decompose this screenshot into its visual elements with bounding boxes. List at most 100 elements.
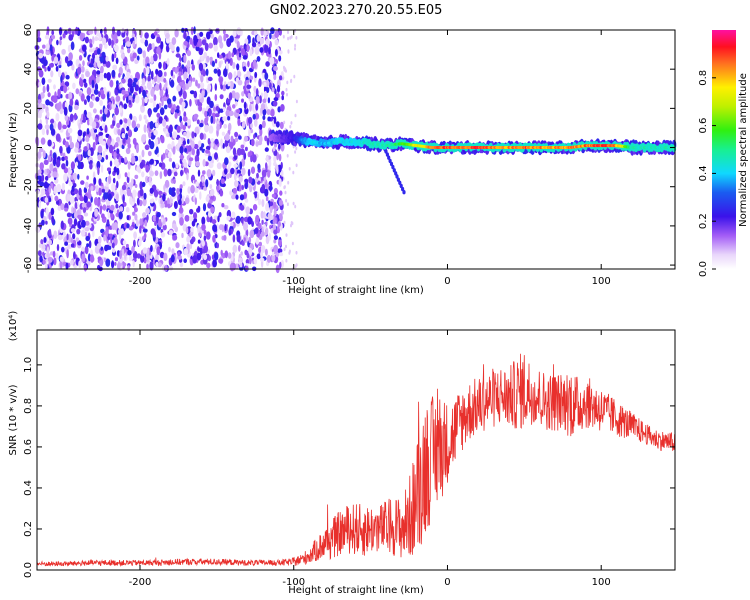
noise-blob [273,229,278,235]
noise-blob [46,84,50,93]
colorbar-tick-label: 0.6 [698,118,709,134]
noise-blob [276,225,281,234]
noise-blob [97,166,100,176]
noise-blob [268,185,273,191]
noise-blob [228,228,232,236]
noise-blob [129,196,133,205]
noise-blob [155,68,159,75]
noise-blob [107,91,110,101]
noise-blob [108,175,112,185]
noise-blob [271,253,276,262]
noise-blob [247,216,252,225]
noise-blob [142,212,147,218]
noise-blob [227,122,232,132]
noise-blob [55,133,61,142]
noise-blob [41,174,45,183]
noise-blob [99,56,104,63]
noise-blob [262,120,266,129]
noise-blob [94,196,99,206]
noise-blob [112,248,116,253]
noise-blob [227,81,231,87]
noise-blob [71,64,75,71]
noise-blob [162,193,166,202]
noise-blob [265,38,270,46]
noise-blob [254,71,258,79]
noise-blob [146,264,149,269]
noise-blob [288,251,291,255]
noise-blob [286,202,289,206]
noise-blob [270,27,275,35]
noise-blob [144,96,148,104]
noise-blob [163,77,167,83]
noise-blob [189,238,194,245]
noise-blob [111,242,115,249]
noise-blob [239,194,245,201]
noise-blob [74,147,79,153]
noise-blob [68,52,73,61]
noise-blob [241,158,246,167]
noise-blob [150,245,153,252]
noise-blob [244,38,249,45]
noise-blob [258,78,262,88]
noise-blob [121,133,125,139]
noise-blob [79,196,85,202]
noise-blob [174,112,178,119]
noise-blob [231,211,236,219]
noise-blob [184,214,190,222]
noise-blob [119,105,123,114]
noise-blob [269,82,272,89]
noise-blob [118,233,122,241]
noise-blob [293,74,296,79]
noise-blob [77,173,80,180]
noise-blob [206,262,211,269]
noise-blob [96,243,102,249]
noise-blob [88,30,94,35]
noise-blob [88,48,94,53]
noise-blob [102,37,107,46]
noise-blob [97,236,102,244]
noise-blob [168,157,172,162]
noise-blob [212,235,216,243]
noise-blob [186,235,191,243]
noise-blob [234,92,240,100]
noise-blob [254,191,258,199]
noise-blob [141,97,145,107]
noise-blob [143,114,147,120]
noise-blob [50,207,55,216]
noise-blob [225,109,231,117]
spectrogram-noise [34,26,299,274]
noise-blob [209,184,213,189]
noise-blob [82,137,85,142]
noise-blob [165,88,168,97]
snr-line [37,353,676,567]
noise-blob [146,81,152,90]
noise-blob [215,113,220,118]
noise-blob [58,60,62,66]
x-tick-label: 0 [444,276,450,287]
noise-blob [159,82,162,91]
noise-blob [191,148,195,156]
noise-blob [285,87,288,92]
noise-blob [222,143,225,149]
noise-blob [266,202,269,211]
noise-blob [221,131,225,136]
noise-blob [235,194,239,200]
noise-blob [36,37,42,43]
noise-blob [203,235,207,242]
noise-blob [269,206,273,214]
noise-blob [174,28,179,38]
ridge-tail [402,190,406,195]
noise-blob [83,195,88,204]
noise-blob [265,162,268,169]
noise-blob [105,60,111,68]
noise-blob [232,104,236,109]
snr-y-axis-label: SNR (10 * v/v) [8,384,19,455]
noise-blob [95,76,100,84]
noise-blob [113,159,119,166]
noise-blob [262,108,267,116]
noise-blob [253,134,256,139]
noise-blob [185,130,191,139]
noise-blob [168,127,171,134]
noise-blob [48,37,52,47]
noise-blob [193,113,199,119]
